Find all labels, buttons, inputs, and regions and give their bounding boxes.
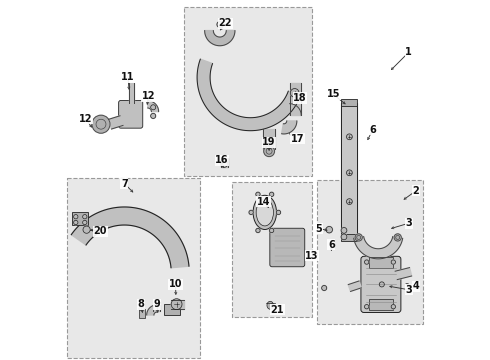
Polygon shape: [220, 158, 228, 167]
Polygon shape: [354, 237, 403, 259]
Text: 11: 11: [121, 72, 135, 82]
Circle shape: [391, 260, 395, 264]
Bar: [67, 178, 200, 358]
Text: 16: 16: [215, 155, 229, 165]
Ellipse shape: [267, 301, 273, 309]
Polygon shape: [129, 83, 134, 103]
Polygon shape: [171, 300, 184, 309]
Bar: [232, 182, 312, 317]
Circle shape: [365, 305, 369, 309]
Text: 14: 14: [257, 197, 270, 207]
Text: 9: 9: [153, 299, 160, 309]
Circle shape: [249, 210, 253, 215]
Text: 22: 22: [219, 18, 232, 28]
Circle shape: [92, 115, 110, 133]
Text: 6: 6: [369, 125, 376, 135]
Circle shape: [341, 234, 347, 240]
Text: 2: 2: [413, 186, 419, 196]
Bar: [72, 212, 88, 225]
Circle shape: [74, 220, 78, 225]
Text: 15: 15: [326, 89, 340, 99]
Bar: [317, 180, 423, 324]
Bar: [342, 99, 357, 106]
Polygon shape: [153, 305, 160, 311]
Text: 6: 6: [328, 240, 335, 250]
Circle shape: [276, 210, 281, 215]
Circle shape: [151, 105, 156, 110]
Circle shape: [83, 220, 87, 225]
Text: 1: 1: [405, 47, 412, 57]
Ellipse shape: [253, 195, 276, 230]
Circle shape: [391, 305, 395, 309]
Text: 17: 17: [291, 134, 304, 144]
Circle shape: [291, 89, 299, 97]
Circle shape: [270, 228, 274, 233]
Text: 10: 10: [169, 279, 182, 289]
Circle shape: [83, 215, 87, 219]
Circle shape: [74, 215, 78, 219]
Polygon shape: [108, 116, 123, 129]
FancyBboxPatch shape: [270, 228, 305, 267]
Text: 3: 3: [405, 218, 412, 228]
Circle shape: [171, 299, 182, 310]
FancyBboxPatch shape: [361, 256, 401, 312]
Ellipse shape: [256, 199, 273, 226]
Polygon shape: [72, 207, 189, 268]
Circle shape: [346, 199, 352, 204]
Bar: [139, 309, 145, 318]
Polygon shape: [263, 129, 275, 149]
Circle shape: [256, 192, 260, 197]
Circle shape: [346, 134, 352, 140]
Text: 4: 4: [413, 281, 419, 291]
Polygon shape: [348, 281, 361, 291]
Text: 18: 18: [294, 93, 307, 103]
Text: 5: 5: [316, 224, 322, 234]
Circle shape: [341, 228, 347, 233]
Polygon shape: [290, 104, 301, 115]
Circle shape: [270, 192, 274, 197]
Polygon shape: [342, 103, 357, 238]
Polygon shape: [395, 267, 412, 280]
Circle shape: [355, 234, 362, 241]
Bar: [342, 234, 357, 241]
Text: 3: 3: [405, 285, 412, 295]
Circle shape: [217, 22, 222, 27]
Polygon shape: [148, 101, 159, 112]
Circle shape: [256, 228, 260, 233]
Circle shape: [326, 226, 333, 233]
FancyBboxPatch shape: [119, 100, 143, 128]
Circle shape: [346, 170, 352, 176]
Polygon shape: [147, 305, 157, 315]
Polygon shape: [197, 59, 300, 131]
Polygon shape: [290, 83, 301, 115]
Text: 21: 21: [270, 305, 284, 315]
Text: 19: 19: [262, 137, 276, 147]
Circle shape: [265, 139, 274, 149]
Ellipse shape: [139, 307, 145, 310]
Circle shape: [264, 146, 274, 157]
Circle shape: [365, 260, 369, 264]
Text: 7: 7: [121, 179, 128, 189]
Text: 12: 12: [79, 114, 93, 124]
Circle shape: [379, 282, 384, 287]
Text: 8: 8: [137, 299, 144, 309]
Polygon shape: [205, 31, 235, 46]
Bar: [369, 299, 392, 310]
Text: 12: 12: [142, 91, 155, 102]
Bar: [184, 7, 312, 176]
Circle shape: [83, 226, 90, 233]
Bar: [369, 257, 392, 268]
Circle shape: [220, 160, 228, 167]
Circle shape: [151, 113, 156, 118]
Circle shape: [394, 234, 401, 241]
Polygon shape: [282, 121, 297, 134]
Text: 20: 20: [94, 226, 107, 237]
Circle shape: [321, 285, 327, 291]
Text: 13: 13: [305, 251, 318, 261]
Bar: [164, 304, 180, 315]
